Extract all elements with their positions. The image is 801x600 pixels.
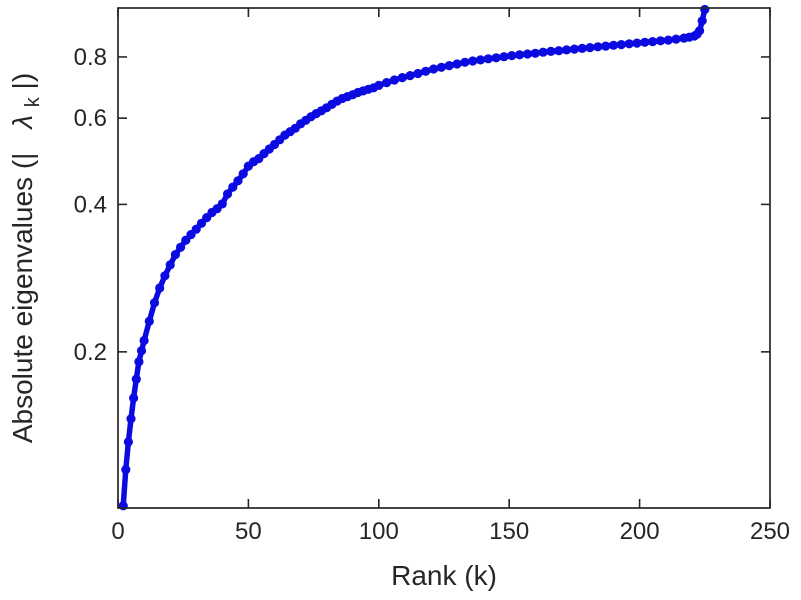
series-marker: [515, 50, 525, 60]
lambda-icon: λ: [7, 115, 38, 131]
series-marker: [530, 48, 540, 58]
series-marker: [233, 176, 243, 186]
series-marker: [499, 52, 509, 62]
series-marker: [176, 242, 186, 252]
series-marker: [507, 51, 517, 61]
series-marker: [191, 224, 201, 234]
series-marker: [222, 189, 233, 199]
series-marker: [123, 437, 133, 447]
y-axis-title: Absolute eigenvalues (| λ k |): [7, 73, 45, 443]
data-series: [118, 4, 710, 511]
y-tick-label: 0.8: [74, 44, 107, 71]
series-marker: [648, 37, 658, 47]
series-marker: [165, 260, 175, 270]
series-marker: [136, 346, 147, 356]
y-tick-label: 0.6: [74, 105, 107, 132]
series-marker: [468, 56, 478, 66]
y-axis-title-prefix: Absolute eigenvalues (|: [7, 153, 38, 444]
series-marker: [397, 73, 407, 83]
series-marker: [569, 44, 580, 54]
series-marker: [577, 43, 587, 54]
series-marker: [608, 40, 619, 50]
series-marker: [616, 40, 626, 50]
y-tick-label: 0.4: [74, 191, 107, 218]
axes-box: [117, 7, 771, 509]
series-marker: [475, 55, 486, 65]
x-tick-label: 150: [489, 518, 529, 545]
series-marker: [655, 36, 666, 46]
y-axis-title-suffix: |): [7, 73, 38, 90]
series-line: [120, 6, 708, 509]
series-marker: [389, 75, 399, 85]
series-marker: [491, 53, 501, 63]
series-marker: [382, 78, 392, 88]
series-marker: [126, 414, 136, 424]
series-marker: [538, 47, 548, 57]
series-marker: [460, 57, 470, 67]
x-tick-label: 100: [359, 518, 399, 545]
series-marker: [238, 169, 248, 179]
axis-ticks: [117, 8, 771, 508]
series-marker: [217, 199, 227, 209]
lambda-subscript: k: [22, 96, 44, 107]
series-marker: [546, 46, 556, 57]
series-marker: [149, 298, 160, 308]
series-marker: [632, 38, 642, 48]
x-tick-label: 200: [620, 518, 660, 545]
series-marker: [452, 59, 462, 69]
series-marker: [562, 45, 572, 55]
series-marker: [121, 465, 131, 475]
series-marker: [483, 54, 493, 64]
series-marker: [421, 66, 431, 76]
series-marker: [444, 61, 454, 71]
series-marker: [160, 271, 170, 281]
series-marker: [640, 37, 650, 47]
series-marker: [118, 501, 128, 511]
series-marker: [700, 4, 710, 15]
series-marker: [170, 250, 180, 260]
series-marker: [585, 43, 595, 53]
series-marker: [129, 393, 139, 403]
series-marker: [697, 16, 707, 26]
x-tick-label: 50: [235, 518, 262, 545]
series-marker: [601, 41, 611, 51]
series-marker: [554, 46, 564, 56]
series-marker: [522, 49, 533, 59]
series-marker: [671, 34, 681, 44]
series-marker: [134, 357, 144, 367]
series-marker: [695, 26, 705, 36]
x-tick-label: 250: [750, 518, 790, 545]
series-marker: [374, 80, 384, 90]
x-axis-title: Rank (k): [391, 560, 497, 591]
y-tick-label: 0.2: [74, 339, 107, 366]
series-marker: [405, 71, 415, 81]
series-marker: [429, 64, 439, 74]
series-marker: [436, 62, 446, 72]
series-marker: [624, 39, 634, 49]
series-marker: [131, 374, 141, 384]
series-marker: [228, 182, 238, 192]
series-marker: [139, 335, 149, 346]
series-marker: [144, 316, 154, 326]
series-marker: [663, 35, 673, 45]
series-marker: [413, 68, 423, 79]
tick-labels: 0 50 100 150 200 250 0.2 0.4 0.6 0.8: [74, 44, 790, 545]
series-marker: [593, 42, 603, 52]
series-marker: [155, 283, 165, 293]
x-tick-label: 0: [111, 518, 124, 545]
